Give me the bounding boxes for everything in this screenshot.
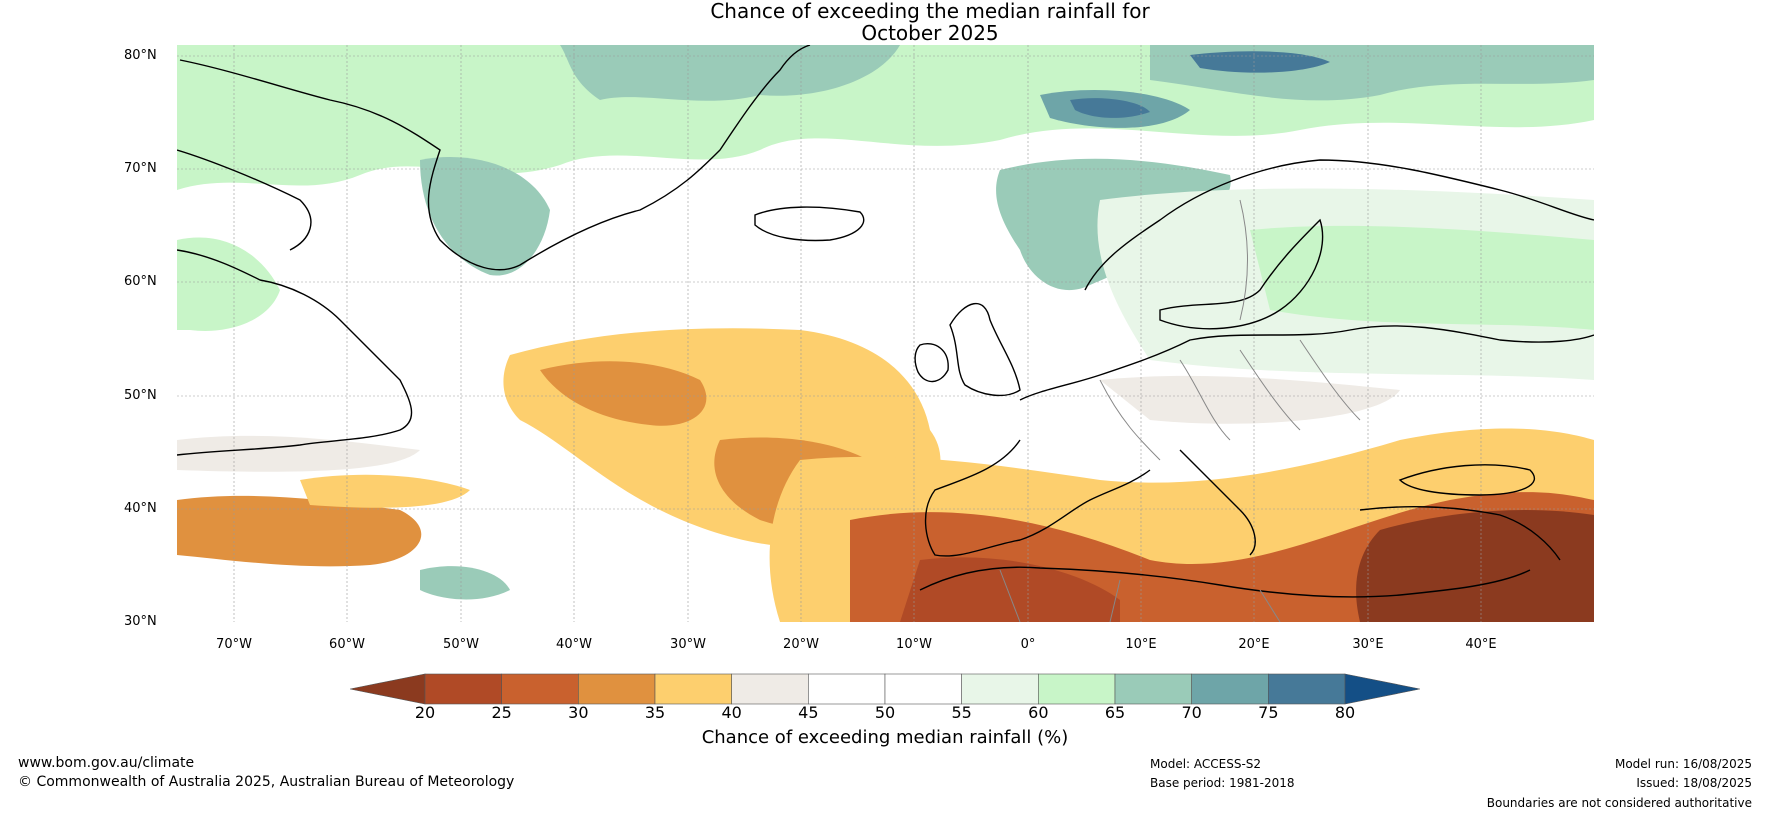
coastline-italy (1179, 449, 1256, 556)
colorbar-tick-label: 40 (721, 703, 742, 722)
dry-core-north-africa (900, 557, 1120, 622)
lat-label-50n: 50°N (124, 388, 157, 403)
neutral-region-west-atlantic (177, 435, 420, 472)
wet-region-arctic (560, 45, 900, 101)
colorbar-tick-label: 70 (1181, 703, 1202, 722)
coastline-canada-north (177, 149, 312, 251)
website-text: www.bom.gov.au/climate (18, 755, 195, 771)
coastline-greenland (179, 45, 811, 271)
coastline-british-isles (949, 302, 1021, 397)
lon-label-0: 0° (1020, 637, 1036, 652)
colorbar-extend-low (350, 673, 426, 705)
colorbar-extend-high (1344, 673, 1420, 705)
coastline-north-africa (919, 566, 1531, 598)
model-text: Model: ACCESS-S2 (1150, 757, 1262, 771)
lon-label-70w: 70°W (216, 637, 252, 652)
map-title: Chance of exceeding the median rainfall … (0, 0, 1770, 44)
colorbar-segment (731, 673, 809, 705)
colorbar-segment (961, 673, 1039, 705)
colorbar-tick-label: 45 (798, 703, 819, 722)
colorbar-segment (578, 673, 656, 705)
border-europe-2 (1179, 359, 1231, 441)
coastline-canada (177, 249, 413, 456)
lon-label-10e: 10°E (1125, 637, 1157, 652)
coastline-turkey (1359, 506, 1561, 561)
colorbar-label: Chance of exceeding median rainfall (%) (701, 727, 1069, 748)
colorbar-tick-label: 50 (874, 703, 896, 722)
coastline-ireland (914, 343, 949, 383)
wet-core-norwegian-sea-inner (1070, 98, 1150, 118)
lon-label-20e: 20°E (1238, 637, 1270, 652)
map-field (177, 45, 1594, 622)
colorbar-segment (1268, 673, 1346, 705)
coastline-europe-west (1019, 325, 1594, 401)
colorbar-tick-label: 25 (491, 703, 512, 722)
colorbar-tick-label: 55 (951, 703, 972, 722)
graticule (177, 45, 1594, 622)
map-title-line2: October 2025 (861, 21, 999, 45)
colorbar-tick-label: 75 (1258, 703, 1279, 722)
copyright-text: © Commonwealth of Australia 2025, Austra… (18, 774, 515, 790)
colorbar-tick-label: 30 (568, 703, 589, 722)
issued-text: Issued: 18/08/2025 (1636, 776, 1752, 790)
border-africa (999, 569, 1281, 622)
colorbar-tick-label: 80 (1334, 703, 1356, 722)
coastline-iceland (754, 206, 865, 242)
colorbar-tick-label: 60 (1028, 703, 1049, 722)
colorbar-segment (1038, 673, 1116, 705)
border-scandinavia (1239, 199, 1248, 321)
wet-region-greenland-south (420, 157, 550, 276)
lon-label-10w: 10°W (896, 637, 932, 652)
colorbar-segment (501, 673, 579, 705)
wet-region-labrador (177, 237, 280, 331)
lon-label-60w: 60°W (329, 637, 365, 652)
base-period-text: Base period: 1981-2018 (1150, 776, 1295, 790)
coastline-iberia (924, 439, 1151, 557)
colorbar-segment (1114, 673, 1192, 705)
colorbar-tick-label: 65 (1104, 703, 1126, 722)
border-europe-1 (1099, 379, 1161, 461)
colorbar-segment (424, 673, 502, 705)
coastline-scandinavia (1084, 159, 1594, 291)
lon-label-50w: 50°W (443, 637, 479, 652)
lon-label-30e: 30°E (1352, 637, 1384, 652)
colorbar-segment (808, 673, 886, 705)
country-borders (999, 199, 1361, 622)
map-title-line1: Chance of exceeding the median rainfall … (710, 0, 1150, 23)
lon-label-30w: 30°W (670, 637, 706, 652)
coastline-baltic (1159, 218, 1324, 330)
lon-label-40w: 40°W (556, 637, 592, 652)
disclaimer-text: Boundaries are not considered authoritat… (1486, 796, 1752, 810)
lat-label-40n: 40°N (124, 501, 157, 516)
colorbar-segment (884, 673, 962, 705)
neutral-region-central-europe (1100, 375, 1400, 424)
coastline-black-sea (1398, 464, 1536, 496)
lat-label-80n: 80°N (124, 48, 157, 63)
colorbar-tick-label: 35 (644, 703, 666, 722)
dry-spot-west-atlantic (300, 474, 470, 508)
dry-region-atlantic-core (540, 361, 707, 426)
lon-label-20w: 20°W (783, 637, 819, 652)
colorbar-tick-label: 20 (414, 703, 436, 722)
coastlines (177, 45, 1594, 598)
wet-region-eurasia-core (1250, 225, 1594, 330)
colorbar (350, 673, 1420, 705)
wet-spot-west-atlantic (420, 566, 510, 600)
colorbar-segment (654, 673, 732, 705)
model-run-text: Model run: 16/08/2025 (1614, 757, 1752, 771)
wet-core-svalbard (1190, 51, 1330, 73)
colorbar-segment (1191, 673, 1269, 705)
dry-region-west-atlantic (177, 495, 422, 567)
lat-label-60n: 60°N (124, 274, 157, 289)
border-europe-4 (1299, 339, 1361, 421)
lon-label-40e: 40°E (1465, 637, 1497, 652)
border-europe-3 (1239, 349, 1301, 431)
lat-label-70n: 70°N (124, 161, 157, 176)
lat-label-30n: 30°N (124, 614, 157, 629)
